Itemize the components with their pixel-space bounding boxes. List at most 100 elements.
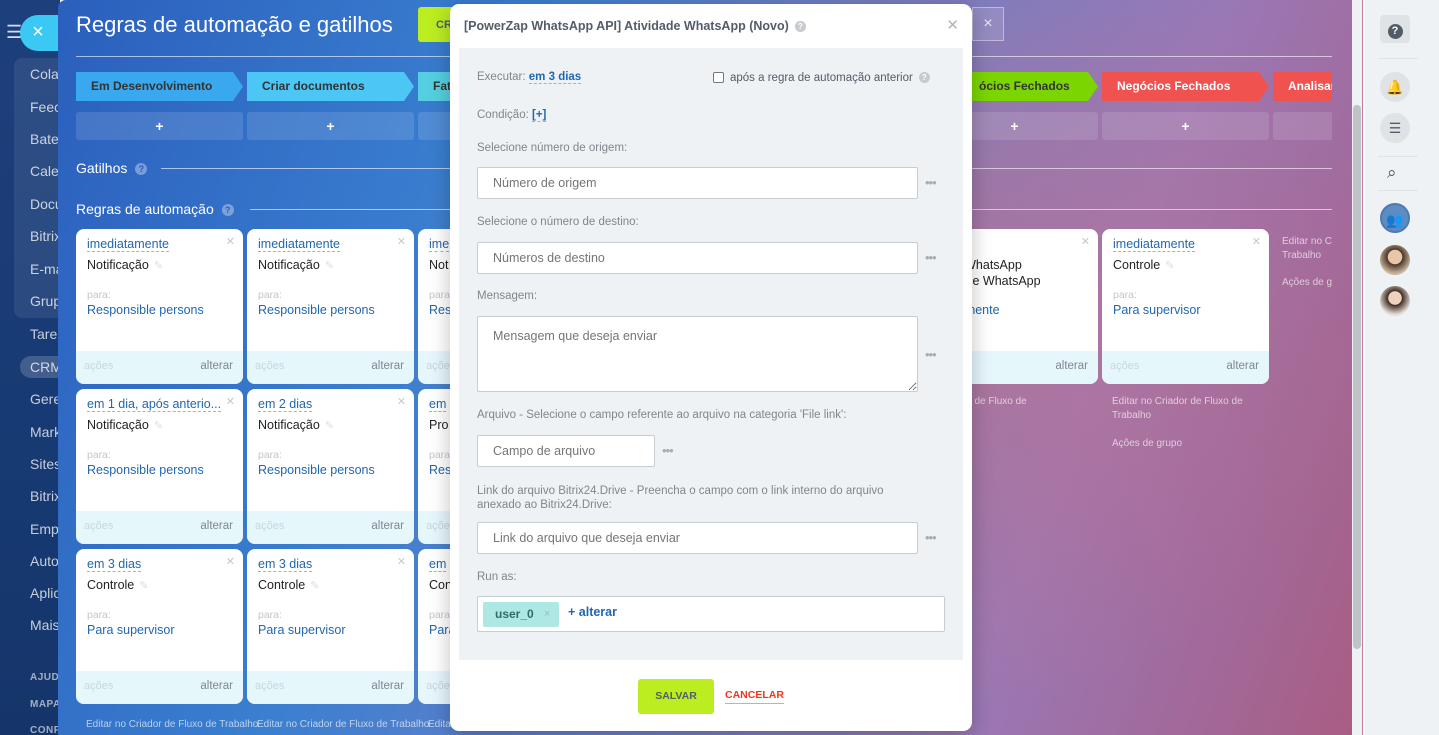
automation-rule-card[interactable]: imediatamente ✕ Notificação ✎ para: Responsib… — [247, 229, 414, 384]
edit-icon[interactable]: ✎ — [153, 260, 164, 272]
recipient-link[interactable]: Para supervisor — [87, 623, 175, 637]
edit-icon[interactable]: ✎ — [1165, 260, 1175, 272]
recipient-link[interactable]: Res — [429, 303, 452, 317]
nav-item[interactable]: Emp — [30, 521, 59, 537]
edit-in-workflow-designer-link[interactable]: Edita — [428, 719, 451, 730]
delete-icon[interactable]: ✕ — [396, 556, 406, 568]
close-button[interactable]: × — [972, 7, 1004, 41]
file-field-input[interactable] — [477, 435, 655, 467]
actions-link[interactable]: ações — [84, 680, 114, 692]
more-icon[interactable]: ••• — [925, 250, 937, 265]
edit-icon[interactable]: ✎ — [324, 260, 335, 272]
nav-item[interactable]: Bitrix — [30, 488, 60, 504]
stage-1[interactable]: Criar documentos — [247, 72, 414, 101]
save-button[interactable]: SALVAR — [638, 679, 714, 714]
nav-item[interactable]: Gere — [30, 391, 60, 407]
more-icon[interactable]: ••• — [662, 443, 674, 458]
actions-link[interactable]: ações — [84, 360, 114, 372]
help-icon[interactable]: ? — [918, 72, 930, 84]
automation-rule-card[interactable]: imediatamente ✕ Notificação ✎ para: Responsib… — [76, 229, 243, 384]
help-button[interactable]: ? — [1380, 15, 1410, 43]
help-icon[interactable]: ? — [135, 163, 148, 176]
add-trigger-button[interactable]: + — [247, 112, 414, 140]
edit-icon[interactable]: ✎ — [310, 580, 320, 592]
recipient-link[interactable]: Responsible persons — [87, 303, 204, 317]
nav-section[interactable]: CONF — [30, 725, 60, 735]
search-icon[interactable]: ⌕ — [1387, 163, 1397, 182]
group-chat-icon[interactable]: 👥 — [1380, 203, 1410, 233]
stage-0[interactable]: Em Desenvolvimento — [76, 72, 243, 101]
nav-item[interactable]: Sites — [30, 456, 60, 472]
delay-link[interactable]: em — [429, 557, 447, 572]
change-link[interactable]: alterar — [200, 360, 233, 372]
nav-item[interactable]: Docu — [30, 196, 60, 212]
actions-link[interactable]: ações — [426, 520, 456, 532]
more-icon[interactable]: ••• — [925, 347, 937, 362]
edit-in-workflow-designer-link[interactable]: Editar no Criador de Fluxo de Trabalho — [86, 719, 259, 730]
delay-link[interactable]: ime — [429, 237, 450, 252]
nav-item[interactable]: Bate — [30, 131, 59, 147]
add-trigger-button[interactable]: + — [1102, 112, 1269, 140]
change-link[interactable]: alterar — [371, 520, 404, 532]
automation-rule-card[interactable]: imediatamente ✕ Controle ✎ para: Para supervi… — [1102, 229, 1269, 384]
nav-item[interactable]: CRM — [20, 356, 60, 378]
close-icon[interactable]: ✕ — [946, 17, 959, 34]
delete-icon[interactable]: ✕ — [225, 556, 235, 568]
change-link[interactable]: alterar — [371, 680, 404, 692]
edit-in-workflow-designer-link[interactable]: Editar no Criador de Fluxo de Trabalho — [257, 719, 430, 730]
delay-link[interactable]: imediatamente — [1113, 237, 1195, 252]
actions-link[interactable]: ações — [255, 520, 285, 532]
origin-number-input[interactable] — [477, 167, 918, 199]
nav-section[interactable]: AJUDA — [30, 672, 60, 683]
cancel-button[interactable]: CANCELAR — [725, 689, 784, 704]
recipient-link[interactable]: Res — [429, 463, 452, 477]
edit-icon[interactable]: ✎ — [324, 420, 335, 432]
stage-4[interactable]: Negócios Fechados — [1102, 72, 1269, 101]
close-slider-button[interactable]: × — [20, 15, 64, 51]
recipient-link[interactable]: Para supervisor — [1113, 303, 1201, 317]
stage-5[interactable]: Analisar — [1273, 72, 1332, 101]
nav-item[interactable]: Bitrix — [30, 228, 60, 244]
delay-link[interactable]: em 3 dias — [258, 557, 313, 572]
hamburger-icon[interactable]: ☰ — [6, 22, 23, 42]
edit-in-workflow-designer-link[interactable]: Editar no C Trabalho — [1282, 236, 1332, 261]
nav-item[interactable]: Cale — [30, 163, 59, 179]
change-link[interactable]: alterar — [200, 520, 233, 532]
automation-rule-card[interactable]: em 1 dia, após anterio... ✕ Notificação ✎ pa… — [76, 389, 243, 544]
recipient-link[interactable]: Para — [429, 623, 456, 637]
destination-number-input[interactable] — [477, 242, 918, 274]
nav-item[interactable]: Mark — [30, 424, 60, 440]
delay-link[interactable]: em 1 dia, após anterio... — [87, 397, 222, 412]
message-textarea[interactable] — [477, 316, 918, 392]
avatar-1[interactable] — [1380, 245, 1410, 275]
recipient-link[interactable]: Responsible persons — [87, 463, 204, 477]
change-link[interactable]: alterar — [200, 680, 233, 692]
delay-link[interactable]: em 2 dias — [258, 397, 313, 412]
actions-link[interactable]: ações — [426, 360, 456, 372]
group-actions-link[interactable]: Ações de g — [1282, 277, 1332, 288]
nav-item[interactable]: E-ma — [30, 261, 60, 277]
actions-link[interactable]: ações — [426, 680, 456, 692]
remove-icon[interactable]: × — [544, 608, 551, 620]
more-icon[interactable]: ••• — [925, 175, 937, 190]
drive-link-input[interactable] — [477, 522, 918, 554]
delete-icon[interactable]: ✕ — [1080, 236, 1090, 248]
edit-in-workflow-designer-link[interactable]: Editar no Criador de Fluxo de Trabalho — [1112, 396, 1243, 421]
delay-link[interactable]: imediatamente — [87, 237, 169, 252]
bell-icon[interactable]: 🔔 — [1380, 72, 1410, 102]
automation-rule-card[interactable]: em 3 dias ✕ Controle ✎ para: Para supervisor a… — [76, 549, 243, 704]
edit-icon[interactable]: ✎ — [139, 580, 149, 592]
change-link[interactable]: alterar — [1055, 360, 1088, 372]
avatar-2[interactable] — [1380, 286, 1410, 316]
nav-item[interactable]: Feec — [30, 99, 60, 115]
edit-icon[interactable]: ✎ — [153, 420, 164, 432]
delay-link[interactable]: imediatamente — [258, 237, 340, 252]
after-previous-option[interactable]: após a regra de automação anterior? — [713, 71, 930, 85]
add-condition-link[interactable]: [+] — [532, 109, 547, 122]
change-user-link[interactable]: + alterar — [568, 605, 617, 619]
help-icon[interactable]: ? — [221, 204, 234, 217]
nav-item[interactable]: Auto — [30, 553, 59, 569]
execute-delay-link[interactable]: em 3 dias — [528, 71, 582, 84]
scrollbar[interactable] — [1353, 105, 1361, 649]
change-link[interactable]: alterar — [371, 360, 404, 372]
